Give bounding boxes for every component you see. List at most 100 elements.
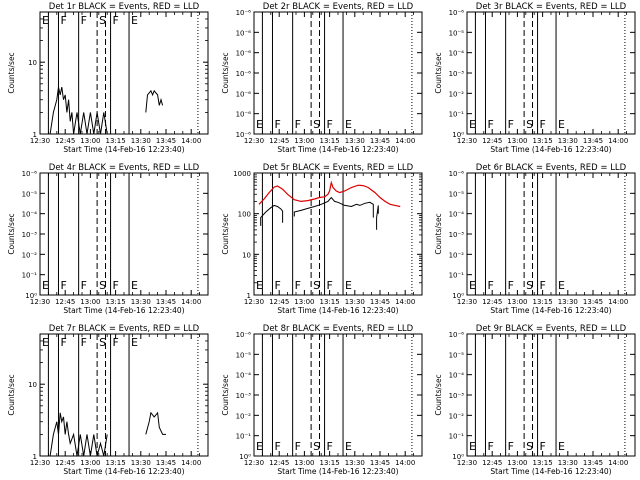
marker-letter: E (558, 440, 565, 453)
marker-letter: F (81, 336, 87, 349)
panel-det-7: Det 7r BLACK = Events, RED = LLD 1 10 Count… (7, 324, 209, 476)
y-tick-label: 10⁻¹ (449, 433, 465, 441)
y-axis-label: Counts/sec (7, 213, 16, 254)
x-tick-label: 13:45 (370, 137, 390, 145)
x-tick-label: 13:30 (558, 298, 578, 306)
x-tick-label: 12:45 (269, 298, 289, 306)
x-axis-label: Start Time (14-Feb-16 12:23:40) (277, 145, 398, 154)
events-series-line (376, 205, 379, 230)
y-tick-label: 10⁰ (452, 292, 464, 300)
y-tick-label: 10⁻⁶ (449, 170, 465, 178)
y-axis-label: Counts/sec (221, 213, 230, 254)
x-tick-label: 12:45 (482, 137, 502, 145)
marker-letter: E (256, 118, 263, 131)
marker-letter: F (540, 279, 546, 292)
x-tick-label: 13:45 (370, 298, 390, 306)
x-tick-label: 12:45 (482, 298, 502, 306)
x-tick-label: 14:00 (395, 298, 415, 306)
y-tick-label: 10⁻⁶ (236, 50, 252, 58)
y-tick-label: 10⁰ (25, 292, 37, 300)
marker-letter: E (42, 336, 49, 349)
x-axis-label: Start Time (14-Feb-16 12:23:40) (63, 467, 184, 476)
marker-letter: F (60, 279, 66, 292)
y-tick-label: 1000 (233, 170, 251, 178)
panel-det-4: Det 4r BLACK = Events, RED = LLD 10⁰ 10⁻¹ 1… (7, 163, 209, 315)
marker-letter: E (42, 14, 49, 27)
x-tick-label: 13:30 (345, 298, 365, 306)
panel-det-3: Det 3r BLACK = Events, RED = LLD 10⁰ 10⁻¹ 1… (434, 2, 636, 154)
plot-frame (253, 11, 423, 135)
panel-det-1: Det 1r BLACK = Events, RED = LLD 1 10 Count… (7, 2, 209, 154)
marker-letter: S (526, 279, 533, 292)
marker-letter: E (256, 279, 263, 292)
panel-det-6: Det 6r BLACK = Events, RED = LLD 10⁰ 10⁻¹ 1… (434, 163, 636, 315)
x-axis-label: Start Time (14-Feb-16 12:23:40) (277, 306, 398, 315)
x-tick-label: 14:00 (608, 298, 628, 306)
panel-title: Det 1r BLACK = Events, RED = LLD (49, 2, 200, 12)
marker-letter: E (558, 118, 565, 131)
marker-letter: S (313, 118, 320, 131)
marker-letter: F (487, 440, 493, 453)
y-tick-label: 10⁻⁴ (449, 50, 465, 58)
marker-letter: E (345, 118, 352, 131)
x-tick-label: 13:30 (131, 137, 151, 145)
x-tick-label: 13:15 (106, 459, 126, 467)
marker-letter: F (295, 118, 301, 131)
x-axis-label: Start Time (14-Feb-16 12:23:40) (490, 306, 611, 315)
y-tick-label: 10⁻² (449, 90, 465, 98)
x-axis-label: Start Time (14-Feb-16 12:23:40) (63, 306, 184, 315)
marker-letter: F (508, 440, 514, 453)
y-tick-label: 10⁻² (449, 412, 465, 420)
x-tick-label: 13:15 (533, 137, 553, 145)
y-tick-label: 10⁻² (22, 251, 38, 259)
marker-letter: E (131, 279, 138, 292)
panel-det-5: Det 5r BLACK = Events, RED = LLD 1 10 100 10… (221, 163, 423, 315)
y-tick-label: 10⁻⁵ (449, 29, 465, 37)
x-tick-label: 13:00 (80, 459, 100, 467)
y-tick-label: 10⁻⁶ (236, 111, 252, 119)
marker-letter: F (508, 279, 514, 292)
y-tick-label: 10⁻³ (449, 231, 465, 239)
plot-frame (39, 172, 209, 296)
y-tick-label: 10 (28, 381, 37, 389)
y-tick-label: 10⁰ (239, 453, 251, 461)
plot-frame (466, 172, 636, 296)
y-tick-label: 100 (238, 211, 251, 219)
y-tick-label: 10⁻⁶ (236, 70, 252, 78)
x-tick-label: 13:45 (583, 137, 603, 145)
panel-title: Det 5r BLACK = Events, RED = LLD (263, 163, 414, 173)
x-tick-label: 14:00 (608, 137, 628, 145)
x-axis-label: Start Time (14-Feb-16 12:23:40) (63, 145, 184, 154)
y-axis-label: Counts/sec (7, 52, 16, 93)
x-tick-label: 12:30 (244, 137, 264, 145)
x-tick-label: 13:45 (156, 459, 176, 467)
marker-letter: F (295, 279, 301, 292)
x-tick-label: 13:15 (533, 459, 553, 467)
y-axis-label: Counts/sec (434, 374, 443, 415)
x-tick-label: 14:00 (395, 459, 415, 467)
x-tick-label: 12:30 (457, 298, 477, 306)
marker-letter: F (487, 279, 493, 292)
y-tick-label: 10 (242, 251, 251, 259)
panel-det-8: Det 8r BLACK = Events, RED = LLD 10⁰ 10⁻¹ 1… (221, 324, 423, 476)
events-series-line (260, 204, 284, 226)
x-tick-label: 13:15 (106, 137, 126, 145)
x-tick-label: 12:30 (244, 298, 264, 306)
x-tick-label: 14:00 (608, 459, 628, 467)
marker-letter: F (540, 118, 546, 131)
panel-title: Det 6r BLACK = Events, RED = LLD (476, 163, 627, 173)
y-tick-label: 10⁻⁶ (22, 170, 38, 178)
marker-letter: S (99, 279, 106, 292)
panel-title: Det 9r BLACK = Events, RED = LLD (476, 324, 627, 334)
events-series-line (49, 412, 108, 457)
y-tick-label: 1 (247, 292, 251, 300)
events-series-line (145, 411, 166, 435)
x-tick-label: 13:45 (370, 459, 390, 467)
events-series-line (145, 89, 164, 113)
marker-letter: F (81, 279, 87, 292)
x-tick-label: 13:00 (294, 298, 314, 306)
x-tick-label: 13:45 (156, 298, 176, 306)
marker-letter: E (131, 336, 138, 349)
x-tick-label: 13:30 (558, 459, 578, 467)
